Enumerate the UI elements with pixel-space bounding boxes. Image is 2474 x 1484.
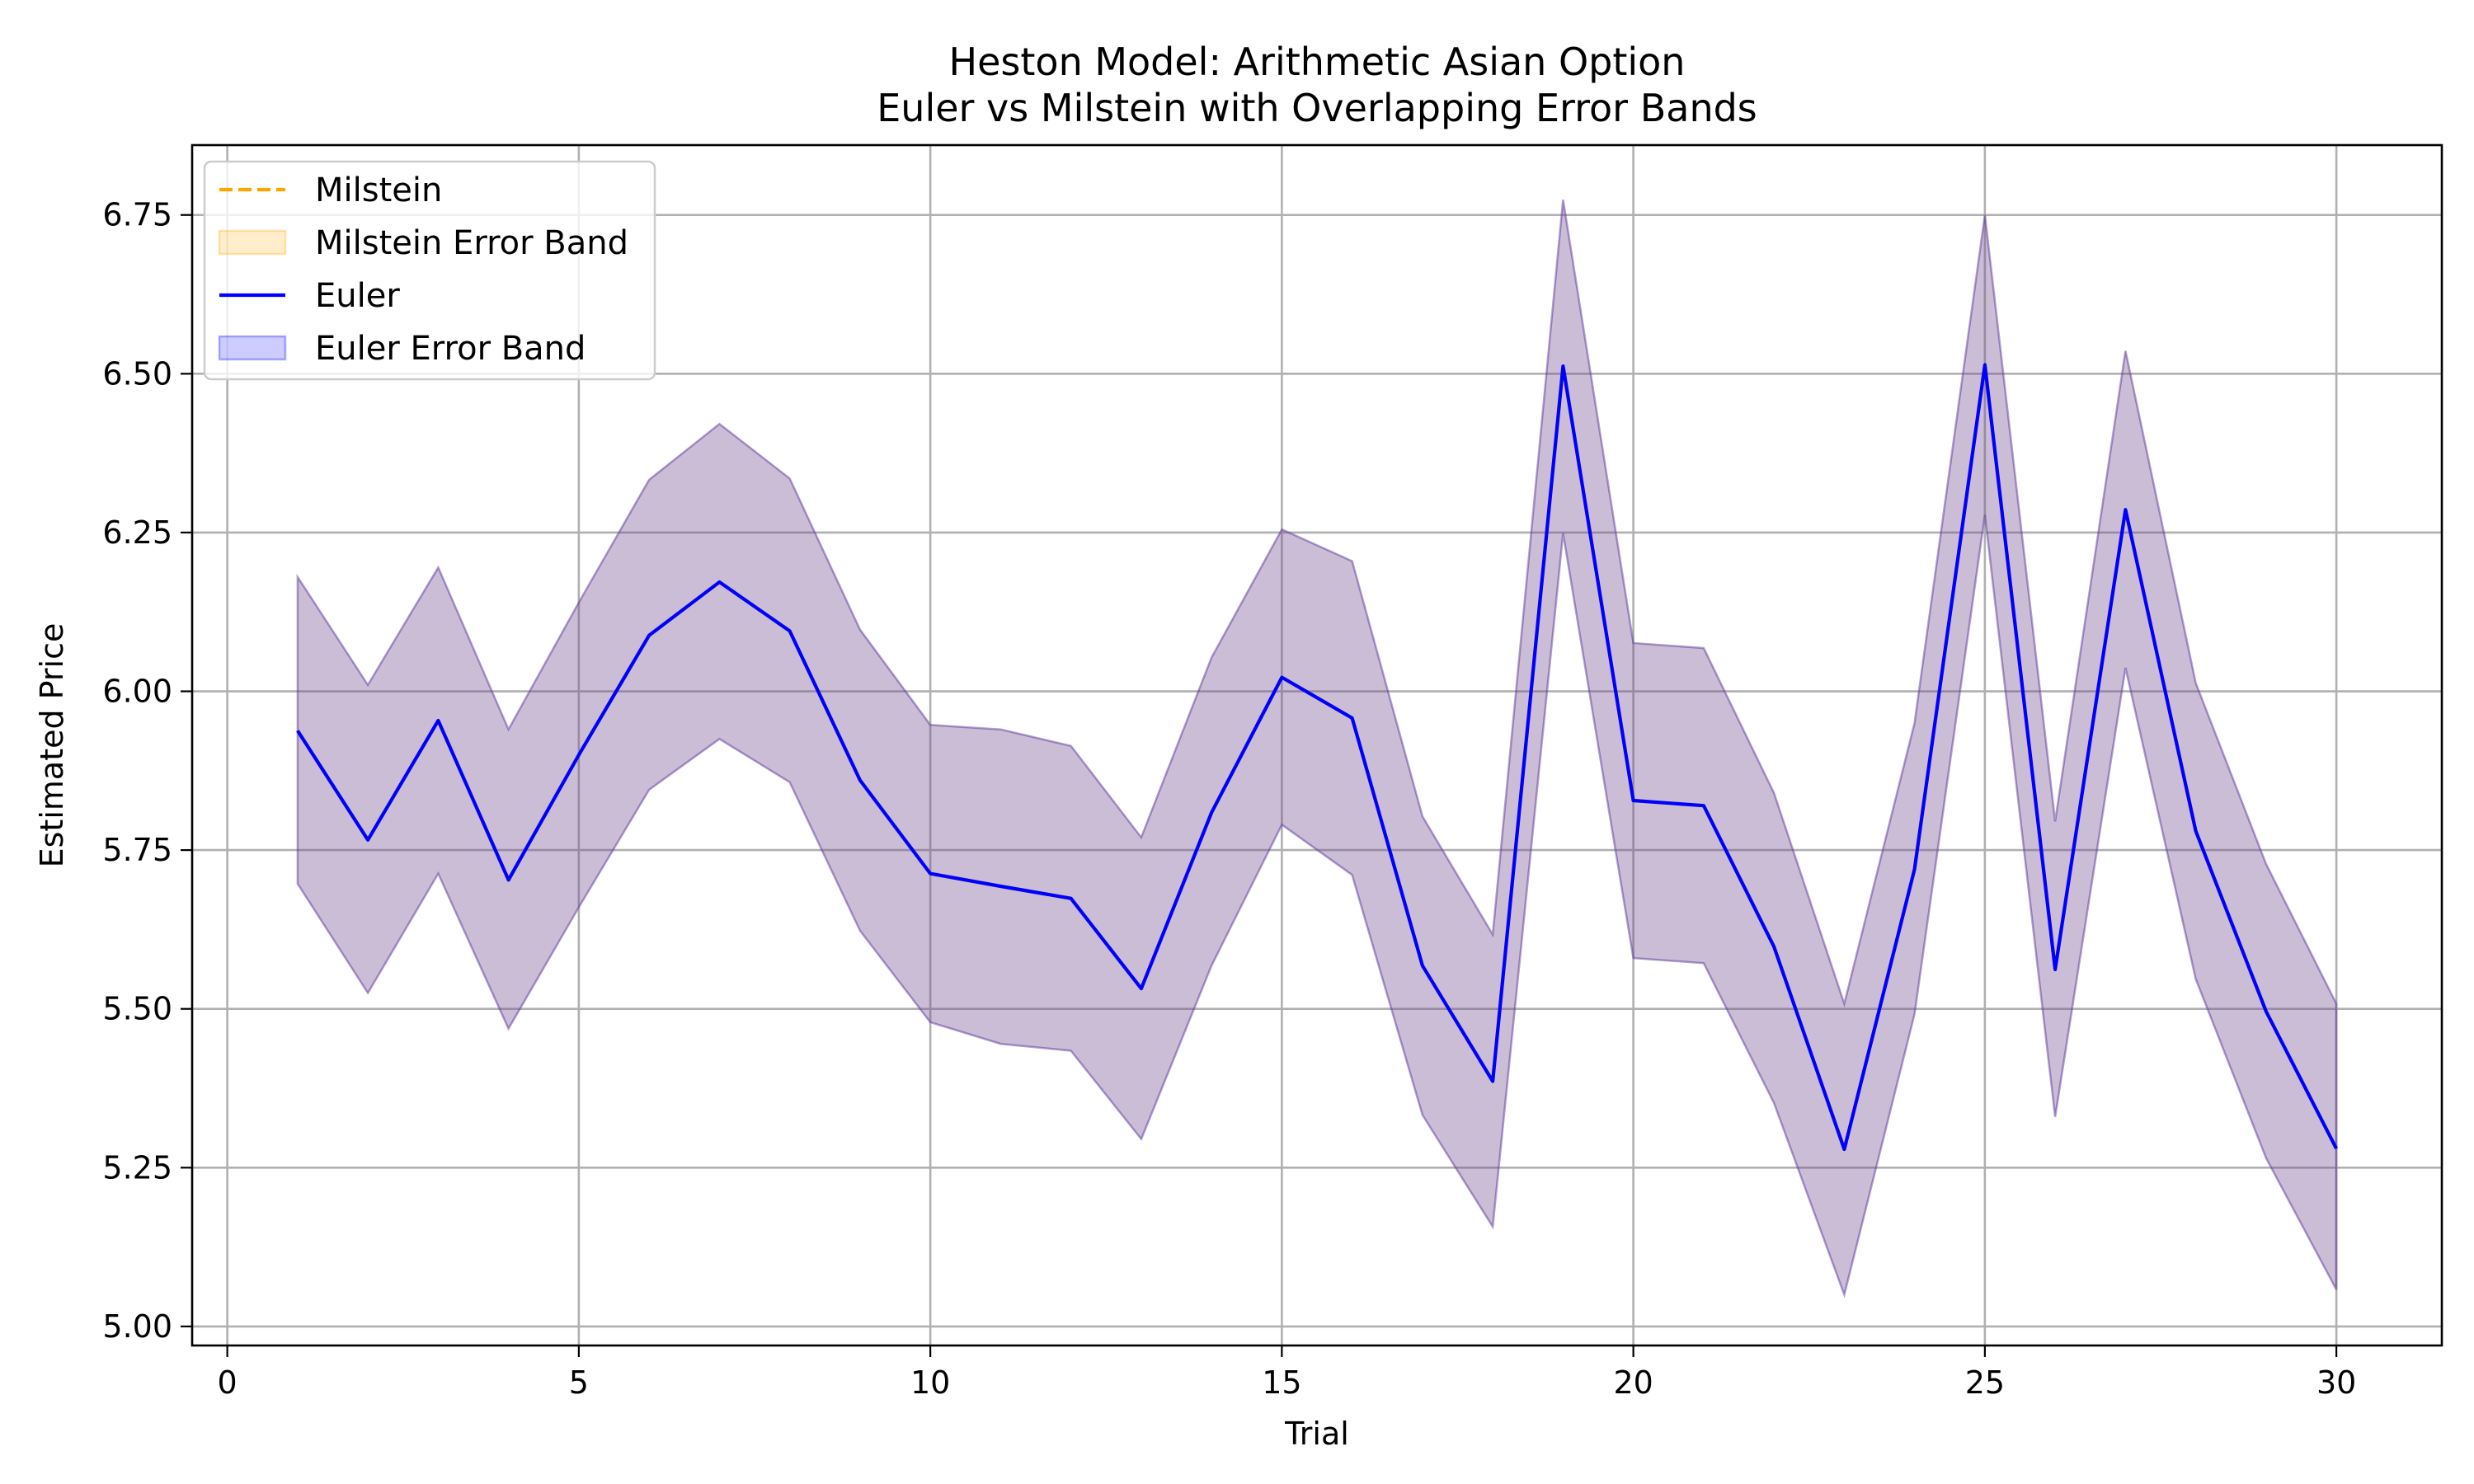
- x-tick-label: 15: [1262, 1364, 1301, 1401]
- y-tick-label: 6.25: [102, 514, 172, 551]
- y-tick-label: 6.75: [102, 197, 172, 233]
- chart-title: Heston Model: Arithmetic Asian Option: [949, 40, 1686, 84]
- legend-swatch: [218, 229, 287, 256]
- y-tick-label: 6.50: [102, 355, 172, 392]
- error-bands: [296, 200, 2338, 1298]
- legend-label: Milstein Error Band: [315, 224, 628, 262]
- y-tick-label: 6.00: [102, 674, 172, 710]
- euler-line: [296, 363, 2338, 1152]
- y-tick-label: 5.50: [102, 991, 172, 1027]
- x-axis-label: Trial: [1284, 1416, 1349, 1452]
- y-tick-label: 5.25: [102, 1149, 172, 1186]
- x-tick-label: 20: [1613, 1364, 1653, 1401]
- chart-subtitle: Euler vs Milstein with Overlapping Error…: [877, 86, 1757, 130]
- x-tick-label: 0: [218, 1364, 238, 1401]
- legend-item: Euler Error Band: [218, 330, 586, 368]
- legend-swatch: [218, 335, 287, 361]
- legend-item: Milstein: [219, 171, 442, 209]
- y-tick-label: 5.75: [102, 832, 172, 868]
- legend-box: [203, 160, 656, 381]
- legend: Milstein Milstein Error Band Euler Euler Er…: [203, 160, 656, 381]
- legend-label: Milstein: [315, 171, 442, 209]
- euler-error-band: [296, 200, 2338, 1298]
- legend-label: Euler: [315, 277, 400, 315]
- x-tick-label: 5: [569, 1364, 589, 1401]
- y-axis-label: Estimated Price: [34, 623, 70, 868]
- legend-item: Euler: [219, 277, 400, 315]
- legend-item: Milstein Error Band: [218, 224, 628, 262]
- series-lines: [296, 363, 2338, 1152]
- milstein-error-band: [296, 200, 2338, 1298]
- y-tick-label: 5.00: [102, 1308, 172, 1345]
- plot-frame: [190, 143, 2443, 1347]
- grid: [192, 145, 2442, 1345]
- axis-ticks: 0 5 10 15 20 25 30 5.00 5.25 5.50 5.75 6.00 6.25 6.50…: [102, 197, 2356, 1401]
- x-tick-label: 25: [1965, 1364, 2005, 1401]
- x-tick-label: 30: [2316, 1364, 2356, 1401]
- legend-label: Euler Error Band: [315, 330, 586, 368]
- x-tick-label: 10: [910, 1364, 950, 1401]
